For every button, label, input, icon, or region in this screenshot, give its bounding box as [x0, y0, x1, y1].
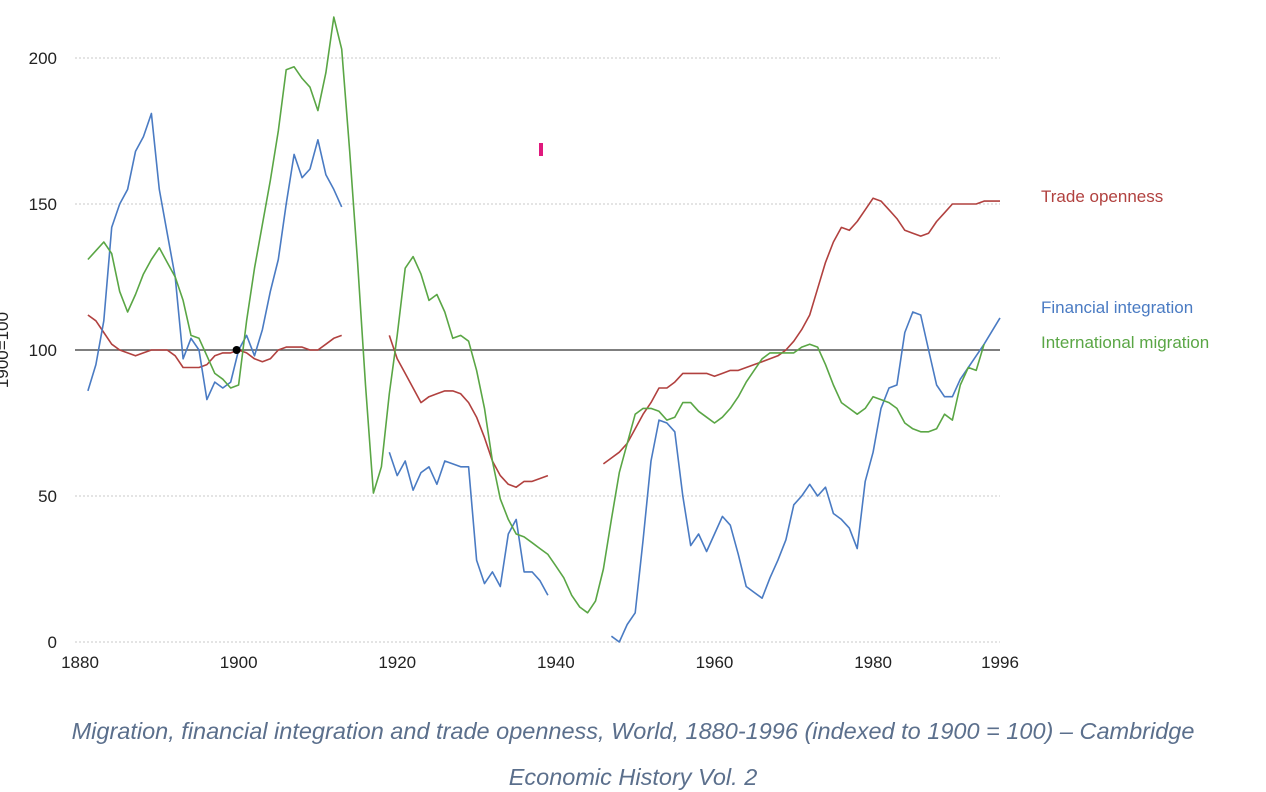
x-axis-ticks: 1880 1900 1920 1940 1960 1980 1996 — [61, 653, 1019, 672]
series-line-financial-integration — [87, 112, 1001, 643]
y-tick-label: 100 — [29, 341, 57, 360]
y-tick-label: 150 — [29, 195, 57, 214]
base-year-marker — [232, 346, 241, 354]
stray-mark — [539, 143, 543, 156]
y-tick-label: 0 — [48, 633, 57, 652]
series-label: Financial integration — [1041, 298, 1193, 317]
y-axis-ticks: 0 50 100 150 200 — [29, 49, 57, 652]
line-chart: 0 50 100 150 200 1880 1900 1920 1940 1960 1980 199… — [0, 16, 1209, 672]
x-tick-label: 1900 — [220, 653, 258, 672]
x-tick-label: 1920 — [378, 653, 416, 672]
x-tick-label: 1980 — [854, 653, 892, 672]
series-label: Trade openness — [1041, 187, 1163, 206]
series-labels: Trade openness Financial integration Inter… — [1041, 187, 1209, 352]
y-tick-label: 200 — [29, 49, 57, 68]
y-axis-label: 1900=100 — [0, 312, 12, 388]
series-line-trade-openness — [87, 197, 1000, 488]
series-lines — [87, 16, 1001, 643]
x-tick-label: 1940 — [537, 653, 575, 672]
figure-caption-line-1: Migration, financial integration and tra… — [71, 718, 1195, 744]
x-tick-label: 1880 — [61, 653, 99, 672]
figure-caption-line-2: Economic History Vol. 2 — [508, 764, 758, 790]
x-tick-label: 1960 — [696, 653, 734, 672]
x-tick-label: 1996 — [981, 653, 1019, 672]
y-tick-label: 50 — [38, 487, 57, 506]
series-line-international-migration — [87, 16, 985, 614]
series-label: International migration — [1041, 333, 1209, 352]
